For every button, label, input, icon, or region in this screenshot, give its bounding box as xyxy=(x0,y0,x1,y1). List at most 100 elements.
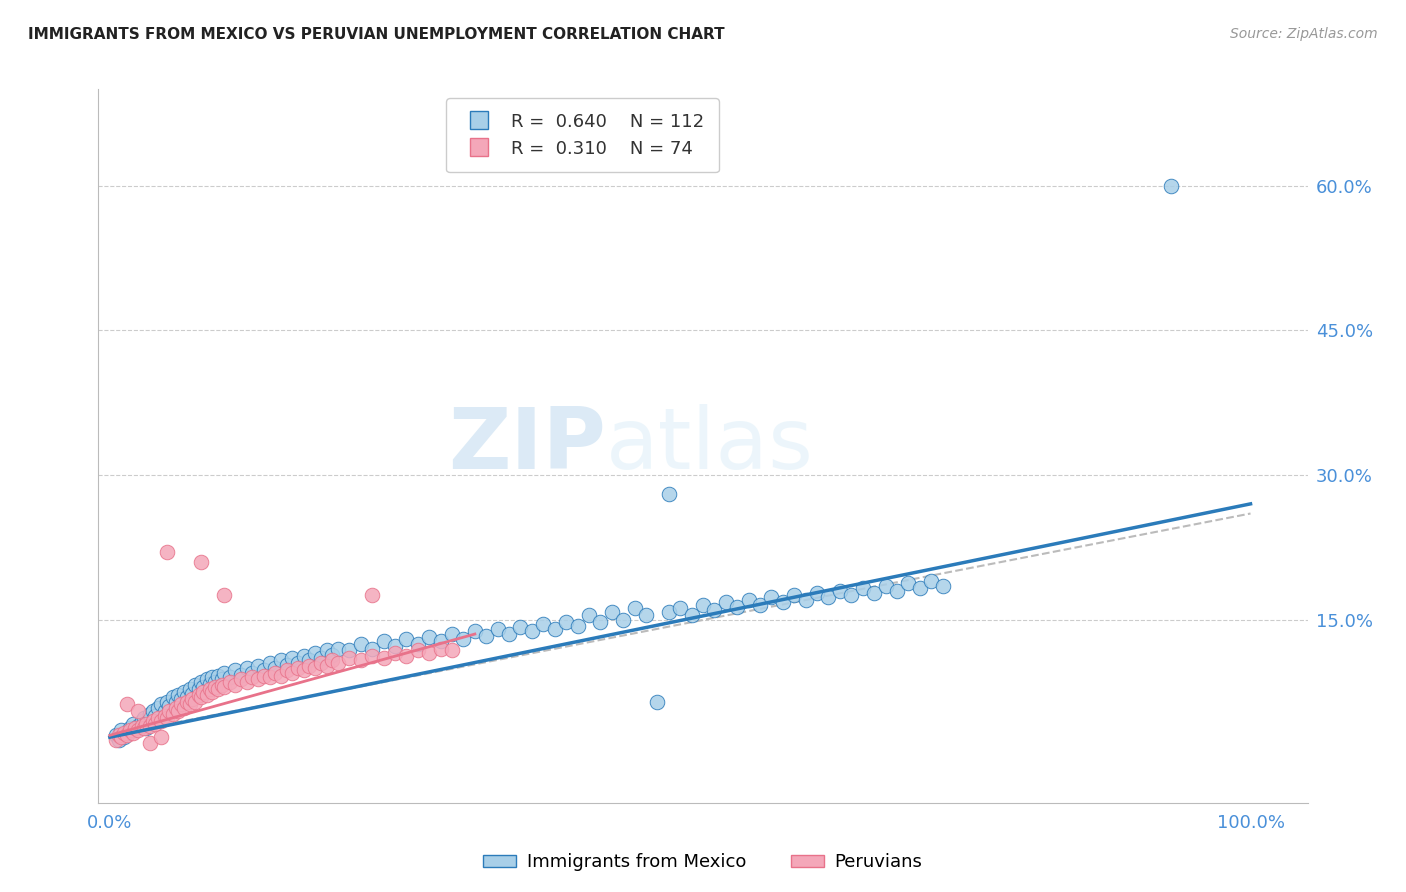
Point xyxy=(190,675,212,690)
Point xyxy=(207,681,229,696)
Point xyxy=(150,714,173,728)
Point xyxy=(204,675,226,690)
Point xyxy=(212,589,235,603)
Point xyxy=(600,605,623,619)
Point xyxy=(204,680,226,694)
Point xyxy=(156,711,179,725)
Point xyxy=(169,698,191,712)
Point xyxy=(259,670,281,684)
Point xyxy=(139,719,162,733)
Point xyxy=(124,723,146,738)
Point xyxy=(361,649,384,664)
Point xyxy=(875,579,897,593)
Point xyxy=(120,721,142,735)
Point xyxy=(108,728,131,742)
Point xyxy=(761,591,783,605)
Point xyxy=(127,704,149,718)
Point xyxy=(464,624,486,639)
Point xyxy=(292,663,315,677)
Point xyxy=(165,701,187,715)
Point xyxy=(298,658,321,673)
Point xyxy=(578,607,600,622)
Point xyxy=(658,605,681,619)
Point xyxy=(429,641,451,656)
Point xyxy=(589,615,612,629)
Point xyxy=(361,589,384,603)
Point xyxy=(304,646,326,660)
Point xyxy=(212,665,235,680)
Point xyxy=(120,723,142,738)
Point xyxy=(176,694,198,708)
Point xyxy=(406,637,429,651)
Point xyxy=(224,663,246,677)
Point xyxy=(193,680,215,694)
Point xyxy=(153,704,176,718)
Point xyxy=(315,658,337,673)
Point xyxy=(737,593,759,607)
Point xyxy=(162,707,184,722)
Point xyxy=(839,589,862,603)
Point xyxy=(229,673,252,687)
Point xyxy=(531,617,554,632)
Point xyxy=(162,690,184,704)
Point xyxy=(287,661,309,675)
Point xyxy=(908,581,931,595)
Point xyxy=(179,698,201,712)
Point xyxy=(110,723,132,738)
Point xyxy=(321,648,343,663)
Point xyxy=(817,591,839,605)
Point xyxy=(361,641,384,656)
Point xyxy=(309,656,332,670)
Point xyxy=(806,585,828,599)
Point xyxy=(157,704,180,718)
Point xyxy=(242,670,264,684)
Point xyxy=(692,598,714,612)
Point xyxy=(127,723,149,738)
Point xyxy=(897,576,920,591)
Point xyxy=(270,653,292,667)
Point xyxy=(886,583,908,598)
Text: atlas: atlas xyxy=(606,404,814,488)
Point xyxy=(264,661,287,675)
Point xyxy=(193,685,215,699)
Legend: R =  0.640    N = 112, R =  0.310    N = 74: R = 0.640 N = 112, R = 0.310 N = 74 xyxy=(446,98,718,172)
Point xyxy=(441,627,464,641)
Point xyxy=(337,651,360,665)
Point xyxy=(287,656,309,670)
Point xyxy=(247,673,270,687)
Point xyxy=(167,704,190,718)
Point xyxy=(131,714,153,728)
Point xyxy=(298,653,321,667)
Point xyxy=(224,678,246,692)
Point xyxy=(142,714,165,728)
Point xyxy=(108,733,131,747)
Point xyxy=(1160,178,1182,193)
Point xyxy=(115,698,138,712)
Point xyxy=(157,699,180,714)
Point xyxy=(200,677,222,691)
Point xyxy=(441,643,464,657)
Point xyxy=(112,726,135,740)
Point xyxy=(218,675,240,690)
Point xyxy=(623,601,645,615)
Point xyxy=(304,661,326,675)
Point xyxy=(173,701,195,715)
Point xyxy=(165,694,187,708)
Point xyxy=(384,646,406,660)
Point xyxy=(264,665,287,680)
Point xyxy=(247,658,270,673)
Point xyxy=(658,487,681,501)
Point xyxy=(201,685,224,699)
Point xyxy=(634,607,657,622)
Point xyxy=(544,622,567,636)
Point xyxy=(139,707,162,722)
Point xyxy=(794,593,817,607)
Point xyxy=(453,632,475,646)
Point xyxy=(373,633,395,648)
Point xyxy=(406,643,429,657)
Point xyxy=(783,589,806,603)
Point xyxy=(187,688,209,702)
Point xyxy=(156,545,179,559)
Point xyxy=(190,555,212,569)
Point xyxy=(326,656,349,670)
